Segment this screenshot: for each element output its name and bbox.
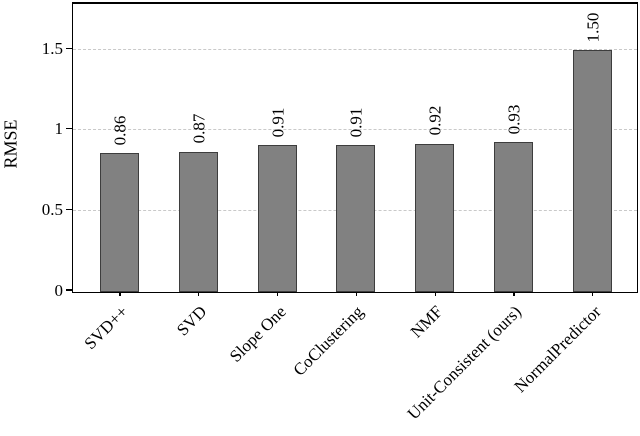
y-tick-label: 1 [54,119,64,139]
bar [415,143,455,292]
bar [178,151,218,292]
bar-value-label: 0.92 [425,105,445,136]
gridline [73,48,637,50]
x-axis-tick [355,291,357,296]
bar-value-label: 0.91 [267,107,287,138]
x-tick-label: NMF [406,302,447,342]
x-axis-tick [277,291,279,296]
y-tick-label: 0 [54,280,64,300]
y-axis-tick [66,128,73,130]
x-axis-tick [513,291,515,296]
x-axis-tick [592,291,594,296]
x-axis-tick [119,291,121,296]
y-axis-tick [66,47,73,49]
x-tick-label: CoClustering [289,302,368,380]
bar-value-label: 0.87 [189,113,209,144]
bar-value-label: 0.91 [346,107,366,138]
y-tick-label: 0.5 [41,199,63,219]
plot-area [72,2,638,293]
bar-value-label: 0.93 [504,104,524,134]
y-axis-tick [66,289,73,291]
bar-value-label: 0.86 [110,115,130,146]
bar-value-label: 1.50 [583,12,603,43]
x-tick-label: SVD [172,302,211,340]
x-axis-tick [434,291,436,296]
x-tick-label: SVD++ [80,302,132,354]
y-tick-label: 1.5 [41,38,63,58]
bar [494,142,533,292]
x-tick-label: Slope One [225,302,290,366]
bar [257,145,297,292]
bar [100,153,139,292]
bar [336,145,376,292]
bar [572,50,612,292]
y-axis-tick [66,208,73,210]
gridline [73,129,637,131]
x-axis-tick [198,291,200,296]
